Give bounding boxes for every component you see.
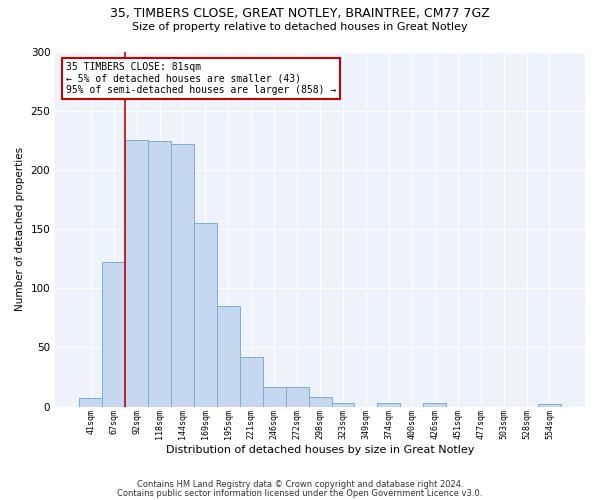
Bar (332, 403, 355, 406)
Bar (217, 306, 240, 406)
Bar (102, 262, 125, 406)
Bar (423, 403, 446, 406)
Text: Size of property relative to detached houses in Great Notley: Size of property relative to detached ho… (132, 22, 468, 32)
Bar (308, 397, 332, 406)
Text: Contains public sector information licensed under the Open Government Licence v3: Contains public sector information licen… (118, 488, 482, 498)
Bar (240, 357, 263, 406)
Text: Contains HM Land Registry data © Crown copyright and database right 2024.: Contains HM Land Registry data © Crown c… (137, 480, 463, 489)
Bar (148, 142, 171, 406)
Y-axis label: Number of detached properties: Number of detached properties (15, 147, 25, 311)
X-axis label: Distribution of detached houses by size in Great Notley: Distribution of detached houses by size … (166, 445, 474, 455)
Bar (538, 404, 561, 406)
Bar (79, 398, 102, 406)
Text: 35, TIMBERS CLOSE, GREAT NOTLEY, BRAINTREE, CM77 7GZ: 35, TIMBERS CLOSE, GREAT NOTLEY, BRAINTR… (110, 8, 490, 20)
Bar (171, 144, 194, 406)
Bar (286, 386, 308, 406)
Bar (194, 223, 217, 406)
Bar (125, 140, 148, 406)
Bar (377, 403, 400, 406)
Bar (263, 386, 286, 406)
Text: 35 TIMBERS CLOSE: 81sqm
← 5% of detached houses are smaller (43)
95% of semi-det: 35 TIMBERS CLOSE: 81sqm ← 5% of detached… (66, 62, 336, 96)
